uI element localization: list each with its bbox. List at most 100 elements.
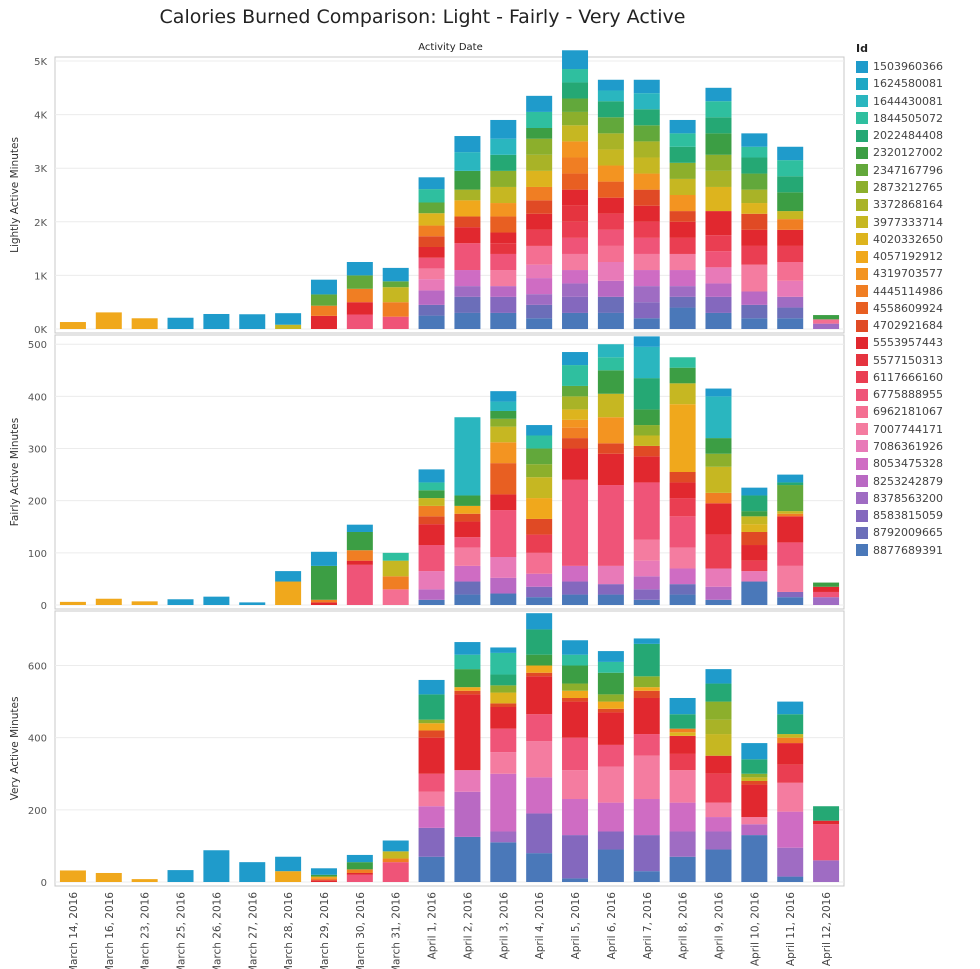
- bar-segment[interactable]: [562, 125, 589, 142]
- bar-segment[interactable]: [597, 101, 624, 118]
- bar-segment[interactable]: [454, 669, 481, 688]
- bar-segment[interactable]: [777, 516, 804, 543]
- legend-item[interactable]: 7007744171: [856, 421, 943, 438]
- bar-segment[interactable]: [239, 862, 266, 882]
- bar-segment[interactable]: [597, 701, 624, 709]
- bar-segment[interactable]: [59, 322, 86, 329]
- bar-segment[interactable]: [741, 229, 768, 246]
- bar-segment[interactable]: [633, 157, 660, 174]
- bar-segment[interactable]: [490, 418, 517, 427]
- bar-segment[interactable]: [741, 304, 768, 319]
- bar-segment[interactable]: [705, 669, 732, 684]
- bar-segment[interactable]: [310, 599, 337, 603]
- bar-segment[interactable]: [705, 396, 732, 439]
- bar-segment[interactable]: [526, 425, 553, 436]
- bar-segment[interactable]: [669, 770, 696, 803]
- bar-segment[interactable]: [310, 551, 337, 566]
- bar-segment[interactable]: [95, 598, 122, 605]
- bar-segment[interactable]: [346, 302, 373, 315]
- bar-segment[interactable]: [669, 753, 696, 771]
- bar-segment[interactable]: [346, 550, 373, 561]
- bar-segment[interactable]: [526, 714, 553, 742]
- bar-segment[interactable]: [633, 482, 660, 540]
- bar-segment[interactable]: [526, 435, 553, 449]
- legend-item[interactable]: 8378563200: [856, 490, 943, 507]
- bar-segment[interactable]: [741, 133, 768, 147]
- bar-segment[interactable]: [562, 565, 589, 582]
- bar-segment[interactable]: [275, 856, 302, 872]
- bar-segment[interactable]: [597, 453, 624, 486]
- bar-segment[interactable]: [597, 694, 624, 702]
- bar-segment[interactable]: [597, 280, 624, 297]
- bar-segment[interactable]: [777, 176, 804, 193]
- bar-segment[interactable]: [633, 318, 660, 329]
- bar-segment[interactable]: [777, 542, 804, 566]
- bar-segment[interactable]: [454, 565, 481, 582]
- legend-item[interactable]: 8792009665: [856, 524, 943, 541]
- bar-segment[interactable]: [454, 495, 481, 506]
- bar-segment[interactable]: [526, 464, 553, 478]
- bar-segment[interactable]: [597, 213, 624, 230]
- bar-segment[interactable]: [633, 173, 660, 190]
- bar-segment[interactable]: [705, 117, 732, 134]
- bar-segment[interactable]: [633, 189, 660, 206]
- bar-segment[interactable]: [310, 876, 337, 879]
- bar-segment[interactable]: [490, 463, 517, 495]
- bar-segment[interactable]: [741, 571, 768, 582]
- bar-segment[interactable]: [310, 279, 337, 295]
- bar-segment[interactable]: [490, 707, 517, 729]
- bar-segment[interactable]: [562, 683, 589, 691]
- bar-segment[interactable]: [526, 654, 553, 666]
- bar-segment[interactable]: [669, 802, 696, 832]
- bar-segment[interactable]: [418, 505, 445, 517]
- bar-segment[interactable]: [562, 205, 589, 222]
- bar-segment[interactable]: [490, 494, 517, 511]
- bar-segment[interactable]: [597, 651, 624, 662]
- bar-segment[interactable]: [562, 665, 589, 684]
- bar-segment[interactable]: [454, 537, 481, 548]
- bar-segment[interactable]: [454, 654, 481, 670]
- bar-segment[interactable]: [669, 133, 696, 147]
- bar-segment[interactable]: [669, 831, 696, 857]
- legend-item[interactable]: 8583815059: [856, 507, 943, 524]
- bar-segment[interactable]: [633, 643, 660, 677]
- bar-segment[interactable]: [418, 257, 445, 269]
- bar-segment[interactable]: [705, 186, 732, 212]
- bar-segment[interactable]: [741, 835, 768, 882]
- bar-segment[interactable]: [418, 599, 445, 605]
- bar-segment[interactable]: [741, 777, 768, 781]
- bar-segment[interactable]: [813, 824, 840, 861]
- bar-segment[interactable]: [562, 111, 589, 126]
- bar-segment[interactable]: [669, 482, 696, 499]
- bar-segment[interactable]: [669, 162, 696, 179]
- bar-segment[interactable]: [705, 296, 732, 313]
- bar-segment[interactable]: [813, 586, 840, 592]
- bar-segment[interactable]: [669, 735, 696, 754]
- bar-segment[interactable]: [310, 565, 337, 600]
- legend-item[interactable]: 5553957443: [856, 334, 943, 351]
- bar-segment[interactable]: [490, 286, 517, 297]
- bar-segment[interactable]: [705, 283, 732, 297]
- bar-segment[interactable]: [813, 323, 840, 329]
- bar-segment[interactable]: [705, 466, 732, 493]
- bar-segment[interactable]: [490, 557, 517, 578]
- bar-segment[interactable]: [239, 602, 266, 605]
- bar-segment[interactable]: [597, 165, 624, 182]
- bar-segment[interactable]: [382, 862, 409, 882]
- bar-segment[interactable]: [562, 396, 589, 410]
- bar-segment[interactable]: [669, 728, 696, 733]
- bar-segment[interactable]: [633, 734, 660, 756]
- bar-segment[interactable]: [382, 287, 409, 303]
- bar-segment[interactable]: [526, 138, 553, 155]
- bar-segment[interactable]: [741, 173, 768, 190]
- bar-segment[interactable]: [526, 586, 553, 598]
- bar-segment[interactable]: [597, 79, 624, 91]
- bar-segment[interactable]: [418, 589, 445, 600]
- bar-segment[interactable]: [597, 296, 624, 313]
- bar-segment[interactable]: [275, 871, 302, 882]
- bar-segment[interactable]: [526, 534, 553, 553]
- bar-segment[interactable]: [777, 262, 804, 281]
- bar-segment[interactable]: [633, 687, 660, 691]
- bar-segment[interactable]: [490, 647, 517, 653]
- legend-item[interactable]: 6117666160: [856, 369, 943, 386]
